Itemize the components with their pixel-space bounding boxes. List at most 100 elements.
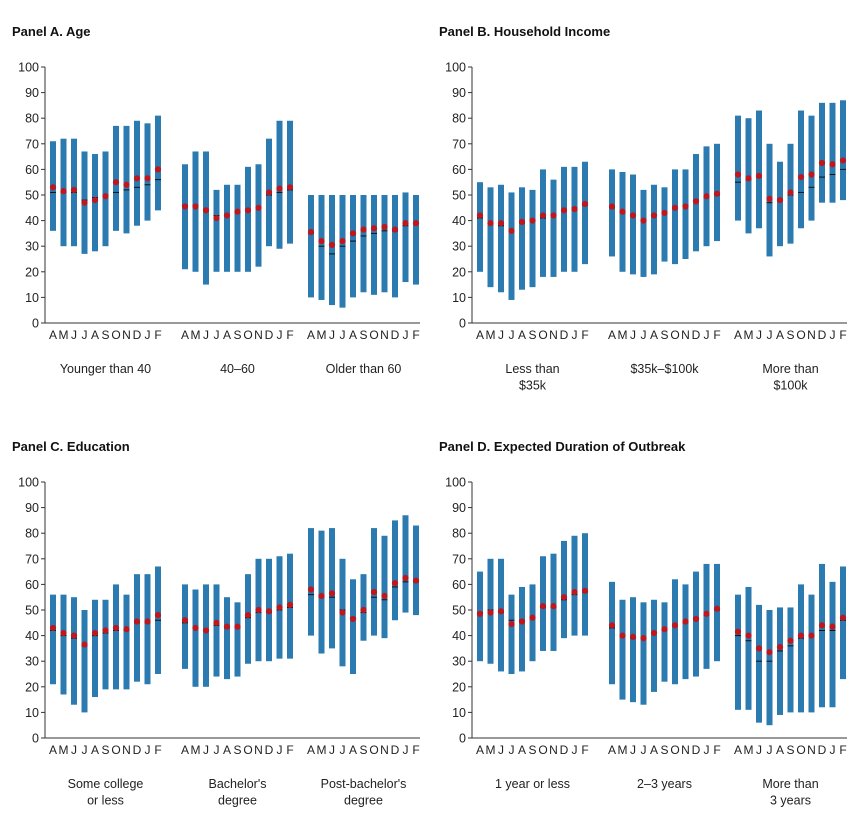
mean-dot: [539, 603, 547, 610]
range-bar: [92, 599, 98, 698]
month-label: O: [111, 743, 120, 757]
y-tick-label: 60: [25, 578, 39, 592]
mean-dot: [307, 229, 315, 236]
range-bar: [287, 120, 293, 244]
range-bar: [245, 574, 251, 664]
group-label: degree: [218, 794, 257, 808]
mean-dot: [787, 637, 794, 644]
month-label: N: [122, 328, 131, 342]
month-label: A: [608, 328, 616, 342]
range-bar: [798, 110, 804, 229]
range-bar: [561, 540, 567, 639]
range-bar: [672, 579, 678, 685]
month-label: S: [233, 328, 241, 342]
range-bar: [144, 574, 151, 685]
mean-dot: [629, 212, 637, 219]
chart-svg: Panel D. Expected Duration of Outbreak 0 1…: [439, 439, 847, 808]
month-label: F: [412, 743, 419, 757]
y-tick-label: 10: [25, 291, 39, 305]
mean-dot: [112, 179, 120, 186]
mean-dot: [381, 223, 388, 231]
month-label: J: [214, 328, 220, 342]
month-label: O: [670, 743, 679, 757]
range-bar: [630, 174, 636, 275]
group-label: $100k: [773, 379, 808, 393]
range-bar: [819, 563, 825, 708]
mean-dot: [370, 588, 378, 596]
month-label: M: [744, 328, 754, 342]
month-label: O: [243, 743, 252, 757]
range-bar: [402, 515, 409, 613]
mean-dot: [682, 618, 689, 625]
y-tick-label: 30: [452, 240, 466, 254]
mean-dot: [154, 166, 162, 173]
panel-title: Panel A. Age: [12, 24, 91, 39]
range-bar: [508, 192, 515, 300]
month-label: O: [796, 328, 805, 342]
mean-dot: [318, 237, 325, 245]
mean-dot: [213, 619, 220, 626]
y-tick-label: 50: [25, 189, 39, 203]
month-label: F: [839, 328, 846, 342]
mean-dot: [560, 594, 568, 601]
month-label: A: [734, 743, 742, 757]
mean-dot: [123, 626, 130, 633]
month-label: A: [518, 743, 526, 757]
group-label: Post-bachelor's: [321, 777, 407, 791]
mean-dot: [402, 574, 409, 582]
mean-dot: [745, 175, 752, 182]
month-label: S: [786, 743, 794, 757]
mean-dot: [70, 632, 78, 639]
y-tick-label: 40: [452, 214, 466, 228]
month-label: F: [412, 328, 419, 342]
range-bar: [134, 574, 140, 682]
mean-dot: [671, 622, 679, 629]
month-label: F: [154, 328, 161, 342]
range-bar: [192, 151, 199, 272]
month-label: D: [133, 328, 142, 342]
mean-dot: [81, 199, 88, 206]
mean-dot: [381, 592, 388, 600]
y-tick-label: 100: [445, 61, 466, 75]
month-label: M: [618, 328, 628, 342]
month-label: O: [538, 743, 547, 757]
mean-dot: [234, 208, 241, 215]
group-label: 1 year or less: [495, 777, 570, 791]
range-bar: [661, 602, 668, 682]
month-label: D: [818, 743, 827, 757]
mean-dot: [608, 622, 616, 629]
range-bar: [540, 169, 546, 277]
range-bar: [213, 584, 220, 677]
mean-dot: [745, 632, 752, 639]
mean-dot: [91, 197, 99, 204]
range-bar: [582, 533, 588, 636]
mean-dot: [487, 220, 494, 227]
mean-dot: [360, 226, 367, 233]
range-bar: [745, 586, 752, 710]
range-bar: [144, 123, 151, 221]
mean-dot: [476, 610, 484, 617]
mean-dot: [213, 214, 220, 222]
y-tick-label: 100: [445, 476, 466, 490]
month-label: D: [692, 328, 701, 342]
month-label: F: [839, 743, 846, 757]
month-label: N: [681, 743, 690, 757]
month-label: A: [91, 743, 99, 757]
month-label: M: [191, 328, 201, 342]
range-bar: [308, 528, 314, 636]
mean-dot: [265, 189, 273, 196]
range-bar: [182, 164, 188, 270]
mean-dot: [539, 212, 547, 219]
mean-dot: [839, 157, 847, 164]
mean-dot: [560, 207, 568, 214]
range-bar: [381, 535, 388, 639]
y-tick-label: 20: [452, 680, 466, 694]
mean-dot: [776, 644, 784, 651]
month-label: J: [641, 328, 647, 342]
range-bar: [360, 195, 367, 293]
mean-dot: [286, 601, 294, 608]
y-tick-label: 70: [25, 137, 39, 151]
mean-dot: [202, 627, 210, 634]
mean-dot: [671, 204, 679, 211]
